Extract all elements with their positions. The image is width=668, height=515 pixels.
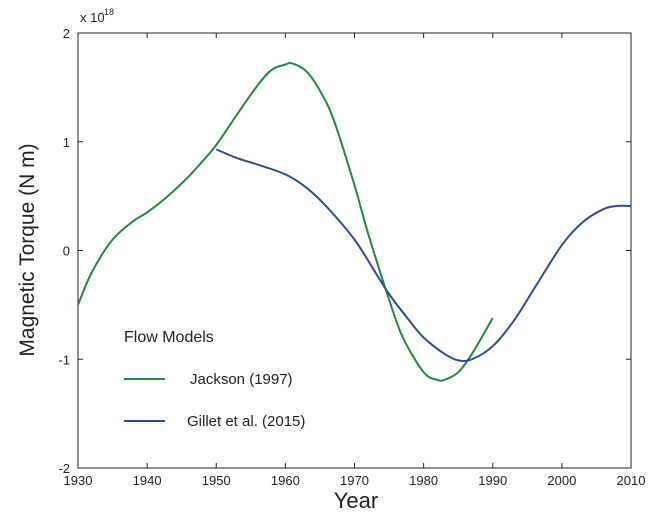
y-tick-label: 1 [63,135,70,150]
y-tick-label: 0 [63,244,70,259]
x-tick-label: 1990 [478,473,507,488]
x-tick-label: 1950 [202,473,231,488]
y-tick-label: 2 [63,26,70,41]
plot-frame [77,32,632,469]
legend: Flow Models Jackson (1997) Gillet et al.… [124,329,305,430]
series-line-gillet [215,148,632,363]
legend-label-gillet: Gillet et al. (2015) [187,413,305,430]
x-axis: 1930 1940 1950 1960 1970 1980 1990 2000 2010 [64,33,646,488]
x-axis-title: Year [334,488,378,513]
legend-label-jackson: Jackson (1997) [190,371,293,388]
x-tick-label: 2010 [617,473,646,488]
x-tick-label: 1970 [340,473,369,488]
x-tick-label: 1960 [271,473,300,488]
y-tick-label: -2 [58,461,70,476]
y-tick-label: -1 [58,352,70,367]
y-multiplier-label: x 10 [80,10,105,25]
x-tick-label: 1930 [64,473,93,488]
series-line-jackson [77,62,494,382]
x-tick-label: 1940 [133,473,162,488]
y-multiplier-exponent: 18 [104,7,114,17]
x-tick-label: 1980 [409,473,438,488]
series-layer [77,62,632,382]
y-axis: -2 -1 0 1 2 [58,26,631,476]
x-tick-label: 2000 [547,473,576,488]
y-axis-title: Magnetic Torque (N m) [16,143,39,356]
legend-title: Flow Models [124,329,214,346]
